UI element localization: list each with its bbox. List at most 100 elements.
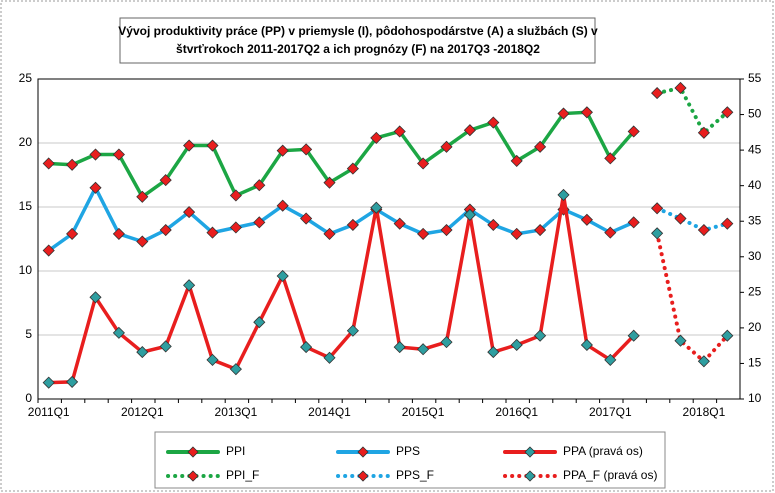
x-tick-label: 2011Q1 [28, 405, 70, 419]
legend-label: PPA_F (pravá os) [563, 468, 657, 482]
marker [112, 227, 125, 240]
marker [651, 202, 664, 215]
marker [66, 227, 79, 240]
marker [66, 158, 79, 171]
marker [323, 176, 336, 189]
chart-subtitle: štvrťrokoch 2011-2017Q2 a ich prognózy (… [176, 42, 540, 56]
marker [276, 199, 289, 212]
marker [580, 338, 593, 352]
marker [580, 106, 593, 119]
marker [627, 125, 640, 138]
legend-marker [187, 470, 199, 482]
y-tick-label: 15 [19, 199, 33, 213]
legend-label: PPI_F [226, 468, 259, 482]
legend-label: PPS [396, 444, 420, 458]
y2-tick-label: 35 [748, 213, 762, 227]
marker [89, 291, 102, 304]
x-tick-label: 2018Q1 [683, 405, 726, 419]
y-tick-label: 25 [19, 71, 33, 85]
marker [393, 341, 406, 354]
chart-title: Vývoj produktivity práce (PP) v priemysl… [118, 24, 598, 38]
marker [112, 148, 125, 161]
marker [42, 157, 55, 170]
marker [66, 375, 79, 388]
marker [580, 213, 593, 226]
y2-tick-label: 15 [748, 356, 762, 370]
marker [627, 216, 640, 229]
marker [346, 162, 359, 175]
legend-label: PPS_F [396, 468, 434, 482]
marker [721, 106, 734, 119]
y-tick-label: 10 [19, 263, 33, 277]
marker [300, 341, 313, 354]
x-tick-label: 2013Q1 [215, 405, 258, 419]
legend-box [154, 431, 666, 489]
marker [253, 179, 266, 192]
marker [42, 244, 55, 257]
y-tick-label: 0 [25, 391, 32, 405]
y2-tick-label: 25 [748, 285, 762, 299]
marker [112, 326, 125, 339]
marker [136, 235, 149, 248]
marker [674, 334, 687, 347]
marker [440, 336, 453, 349]
marker [229, 363, 242, 376]
y-tick-label: 5 [25, 327, 32, 341]
legend-marker [357, 446, 369, 458]
marker [463, 208, 476, 221]
x-tick-label: 2012Q1 [121, 405, 164, 419]
marker [604, 353, 617, 366]
y2-tick-label: 20 [748, 320, 762, 334]
legend-marker [524, 446, 536, 458]
marker [510, 338, 523, 352]
marker [136, 346, 149, 359]
marker [276, 269, 289, 283]
marker [557, 107, 570, 120]
marker [674, 212, 687, 225]
marker [159, 223, 172, 237]
marker [206, 353, 219, 366]
marker [721, 217, 734, 230]
marker [229, 189, 242, 202]
marker [89, 148, 102, 161]
y-tick-label: 20 [19, 135, 33, 149]
y2-tick-label: 30 [748, 249, 762, 263]
marker [300, 143, 313, 156]
marker [136, 190, 149, 203]
series-line [655, 206, 730, 233]
marker [393, 217, 406, 230]
marker [393, 125, 406, 138]
marker [674, 81, 687, 95]
marker [534, 140, 547, 153]
marker [370, 201, 383, 214]
marker [417, 227, 430, 240]
marker [346, 218, 359, 231]
marker [300, 212, 313, 225]
marker [697, 355, 710, 368]
marker [651, 87, 664, 100]
series-line [655, 85, 730, 136]
marker [253, 316, 266, 329]
y2-tick-label: 10 [748, 391, 762, 405]
marker [440, 223, 453, 237]
marker [463, 124, 476, 137]
marker [276, 144, 289, 157]
marker [370, 131, 383, 144]
marker [651, 227, 664, 240]
marker [183, 206, 196, 219]
marker [534, 329, 547, 342]
legend-label: PPA (pravá os) [563, 444, 643, 458]
legend-marker [357, 470, 369, 482]
series-line [655, 231, 730, 365]
marker [42, 376, 55, 389]
marker [487, 218, 500, 231]
marker [487, 346, 500, 359]
title-box [119, 17, 596, 64]
marker [346, 324, 359, 337]
marker [487, 116, 500, 129]
x-tick-label: 2017Q1 [589, 405, 632, 419]
marker [183, 279, 196, 292]
y2-tick-label: 55 [748, 71, 762, 85]
